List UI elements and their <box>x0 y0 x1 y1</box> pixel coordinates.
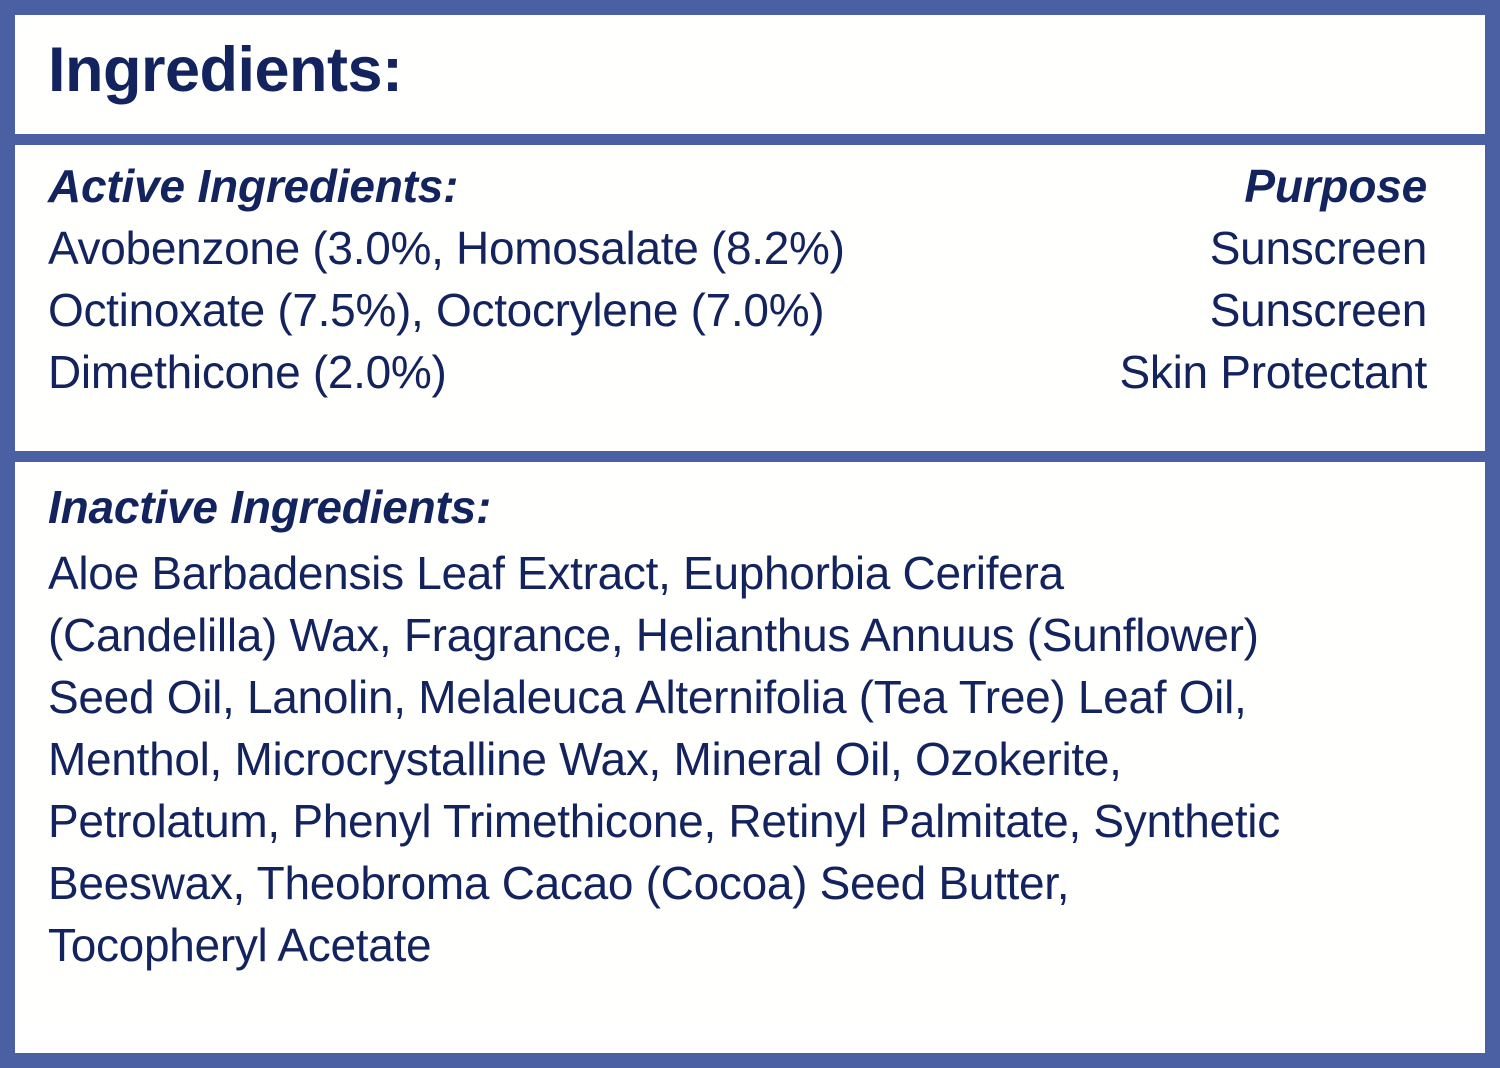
active-ingredients-table: Active Ingredients: Purpose Avobenzone (… <box>15 159 1485 407</box>
active-ingredient-name: Dimethicone (2.0%) <box>48 346 447 398</box>
active-ingredient-name: Avobenzone (3.0%, Homosalate (8.2%) <box>48 222 845 274</box>
list-item: Petrolatum, Phenyl Trimethicone, Retinyl… <box>48 795 1280 847</box>
inactive-ingredients-heading-wrapper: Inactive Ingredients: <box>15 480 1485 542</box>
page-title: Ingredients: <box>48 35 403 105</box>
ingredients-title-section: Ingredients: <box>15 15 1485 145</box>
inactive-ingredients-list: Aloe Barbadensis Leaf Extract, Euphorbia… <box>15 542 1485 976</box>
active-ingredients-heading: Active Ingredients: <box>48 160 459 212</box>
active-ingredient-purpose: Sunscreen <box>1209 222 1428 274</box>
list-item: Aloe Barbadensis Leaf Extract, Euphorbia… <box>48 547 1064 599</box>
list-item: Tocopheryl Acetate <box>48 919 432 971</box>
inactive-ingredients-section: Inactive Ingredients: Aloe Barbadensis L… <box>15 462 1485 1028</box>
list-item: Menthol, Microcrystalline Wax, Mineral O… <box>48 733 1122 785</box>
inactive-ingredients-heading: Inactive Ingredients: <box>48 481 492 533</box>
active-ingredient-purpose: Sunscreen <box>1209 284 1428 336</box>
active-ingredient-name: Octinoxate (7.5%), Octocrylene (7.0%) <box>48 284 825 336</box>
list-item: (Candelilla) Wax, Fragrance, Helianthus … <box>48 609 1259 661</box>
table-row: Dimethicone (2.0%) Skin Protectant <box>15 345 1485 407</box>
table-row: Avobenzone (3.0%, Homosalate (8.2%) Suns… <box>15 221 1485 283</box>
list-item: Beeswax, Theobroma Cacao (Cocoa) Seed Bu… <box>48 857 1070 909</box>
list-item: Seed Oil, Lanolin, Melaleuca Alternifoli… <box>48 671 1247 723</box>
active-ingredient-purpose: Skin Protectant <box>1119 346 1428 398</box>
table-row: Octinoxate (7.5%), Octocrylene (7.0%) Su… <box>15 283 1485 345</box>
active-ingredients-header-row: Active Ingredients: Purpose <box>15 159 1485 221</box>
purpose-column-heading: Purpose <box>1244 160 1427 212</box>
active-ingredients-section: Active Ingredients: Purpose Avobenzone (… <box>15 145 1485 462</box>
